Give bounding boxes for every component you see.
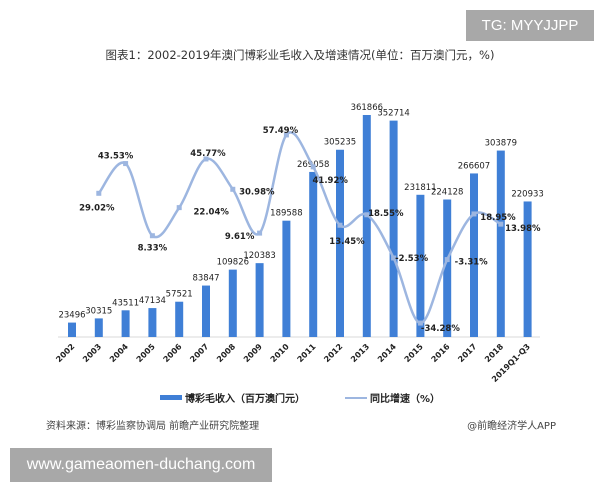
bar-label-2005: 47134: [139, 296, 166, 306]
legend-label-growth: 同比增速（%）: [369, 394, 441, 405]
growth-label-2008: 30.98%: [239, 187, 275, 197]
bar-2008: [228, 269, 237, 337]
watermark-banner-top: TG: MYYJJPP: [466, 10, 594, 41]
bar-2012: [336, 149, 344, 337]
growth-label-2009: 9.61%: [225, 232, 255, 242]
bar-2009: [255, 263, 264, 337]
legend-swatch-line: [344, 396, 367, 399]
legend-item-revenue: 博彩毛收入（百万澳门元）: [159, 390, 305, 405]
growth-line: [97, 131, 502, 325]
x-tick-2015: 2015: [403, 342, 425, 364]
bar-label-2004: 43511: [112, 298, 139, 308]
credit-note: @前瞻经济学人APP: [467, 421, 556, 432]
bar-2018: [496, 150, 505, 337]
bar-2007: [202, 285, 210, 337]
growth-point-2018: [498, 221, 504, 227]
bar-2002: [68, 322, 76, 337]
bar-label-2008: 109826: [217, 258, 249, 268]
bar-2006: [175, 301, 184, 337]
x-tick-2016: 2016: [430, 342, 452, 364]
legend: 博彩毛收入（百万澳门元） 同比增速（%）: [0, 390, 600, 405]
growth-point-2013: [364, 212, 370, 218]
growth-point-2008: [230, 186, 236, 192]
x-tick-2011: 2011: [296, 342, 318, 364]
growth-point-2004: [123, 161, 129, 167]
bar-label-2017: 266607: [458, 161, 490, 171]
growth-label-2003: 29.02%: [79, 203, 115, 213]
bar-2013: [362, 115, 371, 337]
x-tick-2013: 2013: [349, 342, 371, 364]
x-tick-2010: 2010: [269, 342, 291, 364]
bar-label-2009: 120383: [243, 251, 275, 261]
bar-label-2016: 224128: [431, 188, 463, 198]
growth-point-2005: [149, 233, 155, 239]
chart-title: 图表1：2002-2019年澳门博彩业毛收入及增速情况(单位：百万澳门元，%): [105, 48, 495, 62]
growth-point-2009: [257, 230, 263, 236]
growth-label-2015: -34.28%: [421, 324, 460, 334]
growth-label-2013: 18.55%: [368, 209, 404, 219]
growth-point-2011: [310, 164, 316, 170]
legend-swatch-bar: [159, 395, 182, 400]
bar-label-2012: 305235: [324, 138, 356, 148]
legend-item-growth: 同比增速（%）: [344, 390, 441, 405]
growth-point-2016: [444, 257, 450, 263]
bar-2014: [389, 120, 398, 338]
bar-2003: [94, 318, 103, 337]
bar-label-2014: 352714: [377, 109, 409, 119]
x-tick-2006: 2006: [162, 342, 184, 364]
bar-label-2013: 361866: [351, 103, 383, 113]
x-tick-2004: 2004: [108, 342, 130, 364]
growth-label-2010: 57.49%: [263, 126, 299, 136]
growth-point-2003: [96, 190, 102, 196]
bar-2005: [148, 308, 157, 337]
bar-2015: [416, 194, 425, 337]
x-tick-2007: 2007: [188, 342, 210, 364]
x-tick-2002: 2002: [54, 342, 76, 364]
bar-2011: [309, 171, 318, 337]
growth-point-2014: [391, 255, 397, 261]
bar-label-2018: 303879: [485, 139, 517, 149]
growth-point-2007: [203, 156, 209, 162]
bar-2004: [121, 310, 130, 337]
bar-label-2015: 231811: [404, 183, 436, 193]
bar-label-2003: 30315: [85, 306, 112, 316]
x-tick-2012: 2012: [322, 342, 344, 364]
growth-point-2012: [337, 222, 343, 228]
growth-point-2015: [417, 320, 423, 326]
bar-label-2006: 57521: [166, 290, 193, 300]
bar-2010: [282, 220, 291, 337]
growth-label-2007: 45.77%: [190, 149, 226, 159]
growth-point-2010: [283, 132, 289, 138]
source-note: 资料来源：博彩监察协调局 前瞻产业研究院整理: [46, 421, 260, 432]
growth-label-2006: 22.04%: [193, 208, 229, 218]
growth-label-2018: 13.98%: [505, 224, 541, 234]
bar-2019Q1-Q3: [523, 201, 532, 337]
x-tick-2003: 2003: [81, 342, 103, 364]
watermark-banner-bottom: www.gameaomen-duchang.com: [10, 448, 272, 482]
legend-label-revenue: 博彩毛收入（百万澳门元）: [184, 394, 305, 405]
bar-label-2010: 189588: [270, 209, 302, 219]
bar-label-2007: 83847: [192, 274, 219, 284]
growth-label-2004: 43.53%: [98, 152, 134, 162]
growth-point-2017: [471, 211, 477, 217]
chart-plot: 23496 2002 30315 2003 43511 2004 47134 2005 5752…: [54, 103, 544, 384]
growth-label-2014: -2.53%: [395, 254, 428, 264]
x-tick-2017: 2017: [456, 342, 478, 364]
growth-label-2012: 13.45%: [329, 237, 365, 247]
x-tick-2018: 2018: [483, 342, 505, 364]
bar-2016: [443, 199, 452, 337]
growth-point-2006: [176, 205, 182, 211]
x-tick-2008: 2008: [215, 342, 237, 364]
x-tick-2005: 2005: [135, 342, 157, 364]
growth-label-2016: -3.31%: [455, 258, 488, 268]
bar-label-2002: 23496: [58, 311, 85, 321]
growth-label-2017: 18.95%: [480, 213, 516, 223]
bar-2017: [470, 173, 478, 337]
growth-label-2005: 8.33%: [138, 244, 168, 254]
x-tick-2014: 2014: [376, 342, 398, 364]
bar-label-2019Q1-Q3: 220933: [511, 189, 543, 199]
x-tick-2009: 2009: [242, 342, 264, 364]
growth-label-2011: 41.92%: [312, 176, 348, 186]
